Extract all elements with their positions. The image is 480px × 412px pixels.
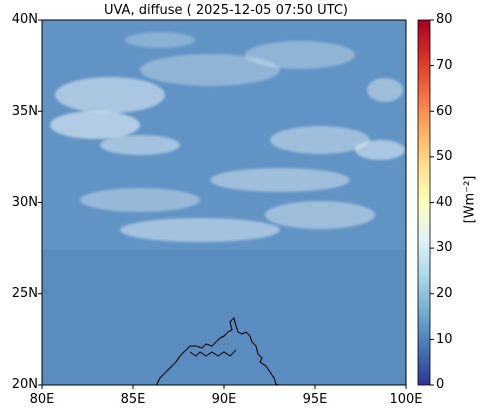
y-tick-label: 40N [11, 12, 38, 27]
colorbar-tick-label: 20 [436, 286, 453, 301]
cloud-field [50, 32, 405, 242]
colorbar-tick-label: 0 [436, 377, 445, 392]
colorbar-tick-label: 70 [436, 58, 453, 73]
x-tick-label: 90E [211, 392, 237, 407]
y-tick-label: 20N [11, 377, 38, 392]
map-title: UVA, diffuse ( 2025-12-05 07:50 UTC) [103, 3, 349, 18]
colorbar-tick-label: 10 [436, 332, 453, 347]
x-tick-label: 95E [302, 392, 328, 407]
y-tick-label: 30N [11, 195, 38, 210]
colorbar [417, 19, 431, 386]
x-tick-label: 85E [120, 392, 146, 407]
colorbar-tick-label: 40 [436, 195, 453, 210]
x-tick-label: 80E [29, 392, 55, 407]
colorbar-tick-label: 80 [436, 12, 453, 27]
coastline [155, 316, 280, 385]
y-tick-label: 25N [11, 286, 38, 301]
x-tick-label: 100E [389, 392, 423, 407]
colorbar-tick-label: 60 [436, 104, 453, 119]
map-area [42, 20, 406, 385]
y-tick-label: 35N [11, 104, 38, 119]
colorbar-tick-label: 50 [436, 149, 453, 164]
colorbar-label: [Wm⁻²] [462, 175, 478, 224]
colorbar-tick-label: 30 [436, 240, 453, 255]
